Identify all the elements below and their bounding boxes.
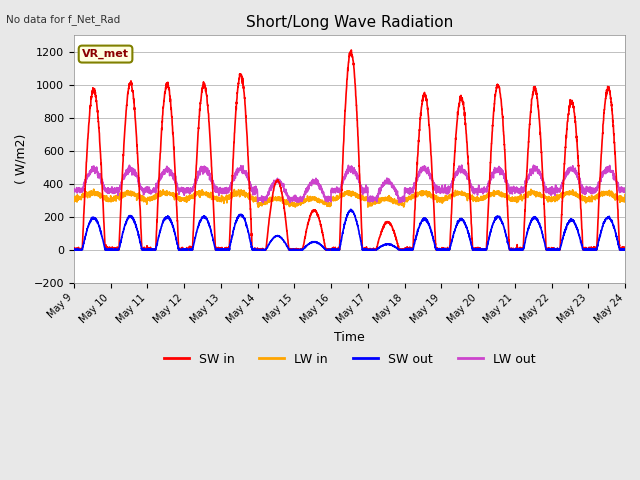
Legend: SW in, LW in, SW out, LW out: SW in, LW in, SW out, LW out — [159, 348, 540, 371]
Y-axis label: ( W/m2): ( W/m2) — [15, 134, 28, 184]
X-axis label: Time: Time — [334, 331, 365, 344]
Text: VR_met: VR_met — [82, 49, 129, 59]
Title: Short/Long Wave Radiation: Short/Long Wave Radiation — [246, 15, 453, 30]
Text: No data for f_Net_Rad: No data for f_Net_Rad — [6, 14, 121, 25]
